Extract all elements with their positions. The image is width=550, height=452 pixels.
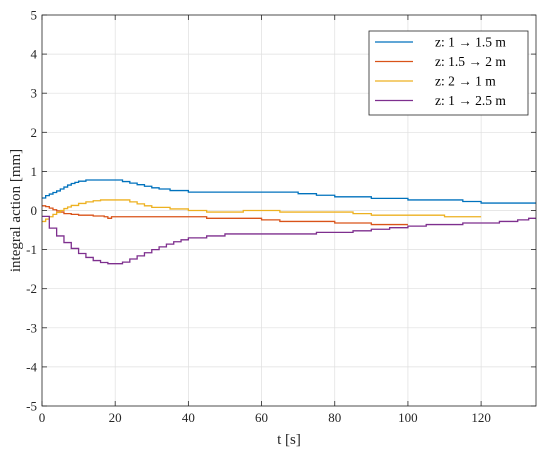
series-line-1	[42, 179, 536, 204]
x-tick-label: 120	[471, 410, 491, 425]
legend-label-3: z: 2 → 1 m	[435, 74, 496, 89]
y-tick-label: -1	[26, 242, 37, 257]
y-axis-label: integral action [mm]	[8, 149, 24, 272]
y-tick-label: 4	[31, 47, 38, 62]
y-tick-label: -3	[26, 320, 37, 335]
y-tick-label: -2	[26, 281, 37, 296]
series-line-4	[42, 215, 536, 265]
legend-label-1: z: 1 → 1.5 m	[435, 35, 506, 50]
y-tick-label: 3	[31, 86, 38, 101]
y-tick-label: 0	[31, 203, 38, 218]
x-tick-label: 100	[398, 410, 418, 425]
y-tick-label: 5	[31, 8, 38, 23]
x-tick-label: 60	[255, 410, 268, 425]
series-line-3	[42, 199, 482, 223]
legend: z: 1 → 1.5 m z: 1.5 → 2 m z: 2 → 1 m z: 1 →…	[368, 30, 529, 116]
x-tick-label: 20	[109, 410, 122, 425]
x-tick-label: 80	[328, 410, 341, 425]
y-tick-label: -5	[26, 399, 37, 414]
x-axis-label: t [s]	[277, 432, 301, 448]
y-tick-label: 2	[31, 125, 38, 140]
x-tick-label: 0	[39, 410, 46, 425]
series-line-2	[42, 205, 408, 226]
y-tick-label: 1	[31, 164, 38, 179]
legend-label-2: z: 1.5 → 2 m	[435, 54, 506, 69]
ticks: 0 20 40 60 80 100 120 -5 -4 -3 -2 -1 0 1 2 3 4 5	[26, 8, 536, 425]
series-layer	[42, 179, 536, 265]
legend-label-4: z: 1 → 2.5 m	[435, 93, 506, 108]
y-tick-label: -4	[26, 359, 37, 374]
x-tick-label: 40	[182, 410, 195, 425]
